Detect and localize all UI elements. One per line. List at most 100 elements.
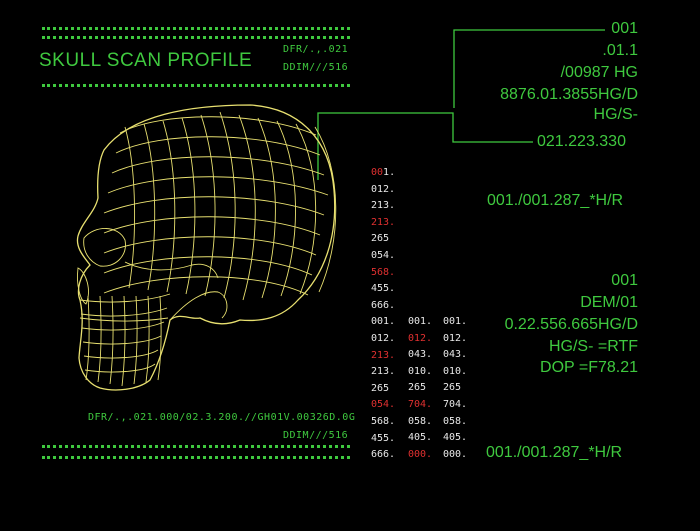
wireframe-line [83, 349, 159, 359]
column-value: 213. [371, 366, 396, 378]
wireframe-line [257, 117, 276, 299]
column-value: 043. [408, 349, 433, 361]
wireframe-line [314, 126, 337, 293]
wireframe-line [79, 293, 171, 303]
wireframe-line [84, 363, 156, 373]
leader-line-pointer [317, 112, 533, 180]
wireframe-line [200, 114, 216, 297]
column-value: 001. [443, 316, 468, 327]
column-value: 213. [371, 200, 396, 212]
wireframe-line [103, 256, 313, 276]
column-value: 568. [371, 415, 396, 427]
wireframe-line [157, 295, 162, 381]
column-value: 010. [408, 365, 433, 377]
footer-code-1: DFR/.,.021.000/02.3.200.//GH01V.00326D.0… [88, 412, 356, 423]
column-value: 704. [408, 398, 433, 410]
column-value: 058. [443, 415, 468, 427]
dotted-rule-bottom-2 [42, 456, 350, 459]
info-line-3: /00987 HG [560, 64, 638, 81]
info-line-1: 001 [611, 20, 638, 37]
dotted-rule-bottom-1 [42, 445, 350, 448]
column-value: 054. [371, 399, 396, 411]
wireframe-line [115, 136, 321, 156]
wireframe-line [119, 116, 317, 136]
column-value: 010. [443, 365, 468, 377]
detail-line-5: DOP =F78.21 [540, 359, 638, 376]
wireframe-line [109, 295, 114, 385]
wireframe-line [85, 295, 90, 381]
column-value: 000. [408, 448, 433, 460]
column-value: 666. [371, 299, 396, 311]
pointer-value: 021.223.330 [537, 133, 626, 150]
cheekbone [124, 261, 219, 279]
skull-grid [79, 111, 337, 387]
leader-line-top [453, 29, 605, 108]
column-value: 213. [371, 349, 396, 361]
wireframe-line [103, 216, 321, 236]
column-value: 704. [443, 398, 468, 410]
column-value: 001. [371, 316, 396, 328]
wireframe-line [133, 295, 138, 385]
dotted-rule-top-2 [42, 36, 350, 39]
wireframe-line [82, 335, 162, 345]
wireframe-line [80, 307, 168, 317]
wireframe-line [238, 114, 256, 301]
column-value: 265 [371, 382, 390, 394]
column-value: 058. [408, 415, 433, 427]
page-title: SKULL SCAN PROFILE [39, 50, 253, 71]
wireframe-line [219, 111, 236, 299]
column-value: 568. [371, 266, 396, 278]
column-value: 000. [443, 448, 468, 460]
detail-line-3: 0.22.556.665HG/D [504, 316, 638, 333]
wireframe-line [103, 196, 325, 216]
column-value: 012. [371, 332, 396, 344]
column-value: 012. [371, 183, 396, 195]
reference-line-2: 001./001.287_*H/R [486, 444, 623, 461]
wireframe-line [103, 236, 317, 256]
header-code-2: DDIM///516 [283, 62, 349, 73]
column-value: 012. [408, 332, 433, 344]
column-value: 265 [443, 382, 462, 394]
info-line-2: .01.1 [602, 42, 638, 59]
wireframe-line [121, 295, 126, 387]
dotted-rule-top-3 [42, 84, 350, 87]
jaw-line [169, 291, 228, 321]
column-value: 666. [371, 449, 396, 461]
skull-outline [76, 104, 336, 391]
number-column-3: 001. 012. 043. 010. 265 704. 058. 405. 000. [443, 314, 467, 463]
wireframe-line [295, 123, 317, 295]
wireframe-line [145, 295, 150, 383]
header-code-1: DFR/.,.021 [283, 44, 349, 55]
detail-line-1: 001 [611, 272, 638, 289]
info-line-4: 8876.01.3855HG/D [500, 86, 638, 103]
wireframe-line [97, 295, 102, 383]
wireframe-line [143, 123, 156, 291]
wireframe-line [276, 120, 296, 297]
column-value: 405. [443, 432, 468, 444]
wireframe-line [124, 126, 136, 289]
column-value: 455. [371, 283, 396, 295]
wireframe-line [103, 276, 309, 296]
reference-line-1: 001./001.287_*H/R [487, 192, 624, 209]
column-value: 001. [371, 167, 396, 178]
eye-socket [83, 228, 126, 267]
wireframe-line [162, 120, 176, 293]
detail-line-4: HG/S- =RTF [548, 338, 638, 355]
column-value: 405. [408, 432, 433, 444]
wireframe-line [107, 176, 329, 196]
column-value: 213. [371, 216, 396, 228]
footer-code-2: DDIM///516 [283, 430, 349, 441]
column-value: 455. [371, 432, 396, 444]
column-value: 265 [408, 382, 427, 394]
column-value: 054. [371, 249, 396, 261]
dotted-rule-top-1 [42, 27, 350, 30]
detail-line-2: DEM/01 [580, 294, 638, 311]
column-value: 043. [443, 349, 468, 361]
info-line-5: HG/S- [593, 106, 638, 123]
upper-teeth [79, 317, 169, 322]
column-value: 001. [408, 316, 433, 327]
column-value: 265 [371, 233, 390, 245]
wireframe-line [81, 321, 165, 331]
wireframe-line [111, 156, 325, 176]
